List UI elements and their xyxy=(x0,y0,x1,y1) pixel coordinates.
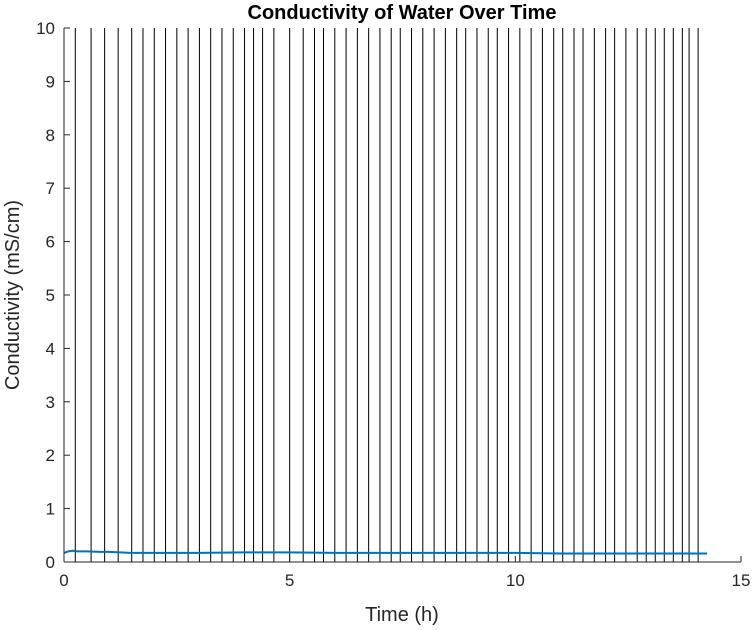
x-ticks: 0 5 10 15 xyxy=(59,556,750,590)
y-tick-label-1: 1 xyxy=(46,500,55,519)
y-ticks: 0 1 2 3 4 5 6 7 8 9 10 xyxy=(36,19,70,572)
y-tick-label-3: 3 xyxy=(46,393,55,412)
x-axis-label: Time (h) xyxy=(365,604,439,626)
x-tick-label-0: 0 xyxy=(59,571,68,590)
y-tick-label-2: 2 xyxy=(46,446,55,465)
series-lines xyxy=(63,549,708,555)
y-tick-label-6: 6 xyxy=(46,233,55,252)
vertical-lines xyxy=(74,28,699,562)
y-tick-label-4: 4 xyxy=(46,339,55,358)
x-tick-label-1: 5 xyxy=(285,571,294,590)
series-line-0 xyxy=(63,549,708,555)
chart-title: Conductivity of Water Over Time xyxy=(248,2,557,24)
x-tick-label-3: 15 xyxy=(732,571,751,590)
y-tick-label-5: 5 xyxy=(46,286,55,305)
y-tick-label-7: 7 xyxy=(46,179,55,198)
y-tick-label-10: 10 xyxy=(36,19,55,38)
y-tick-label-0: 0 xyxy=(46,553,55,572)
x-tick-label-2: 10 xyxy=(506,571,525,590)
y-tick-label-8: 8 xyxy=(46,126,55,145)
y-tick-label-9: 9 xyxy=(46,72,55,91)
y-axis-label: Conductivity (mS/cm) xyxy=(2,200,24,390)
